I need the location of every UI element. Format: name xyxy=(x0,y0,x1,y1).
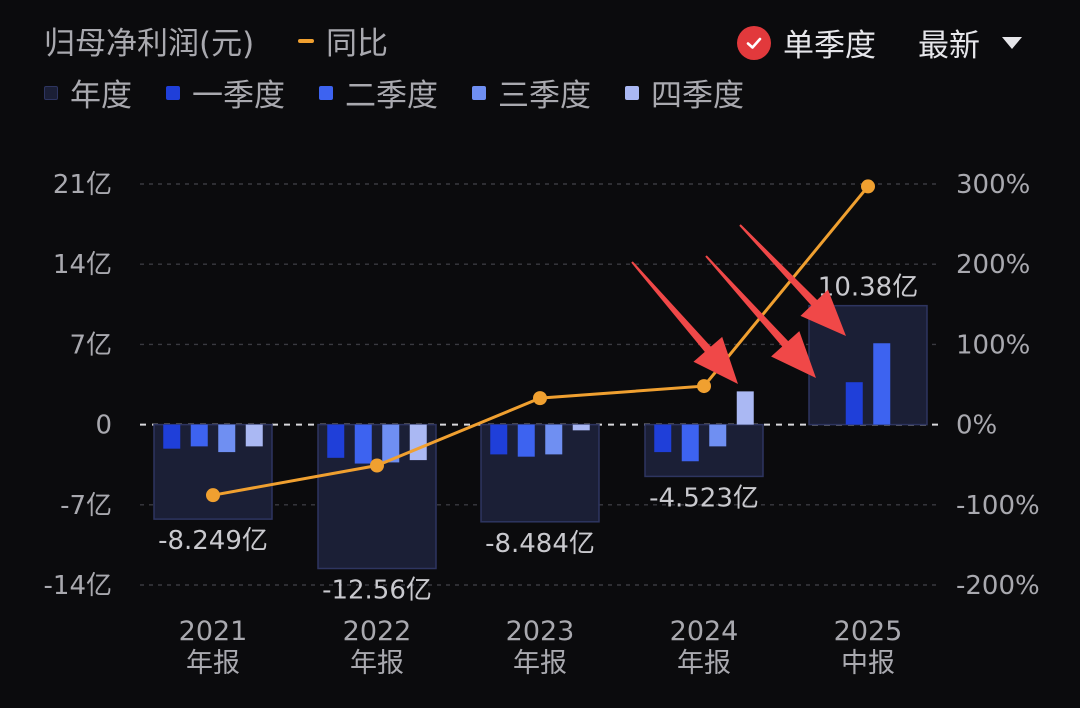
x-tick-label-year: 2023 xyxy=(506,616,575,647)
y-tick-label-right: 100% xyxy=(956,330,1030,360)
legend-swatch xyxy=(166,85,180,100)
y-tick-label-right: 0% xyxy=(956,411,997,441)
yoy-point xyxy=(533,391,547,406)
annual-value-label: -12.56亿 xyxy=(322,576,432,606)
x-tick-label-period: 年报 xyxy=(677,648,731,679)
annual-value-label: -8.249亿 xyxy=(158,526,268,556)
yoy-point xyxy=(861,179,875,194)
yoy-point xyxy=(370,458,384,473)
x-tick-label-period: 中报 xyxy=(841,648,895,679)
quarter-bar xyxy=(654,424,672,453)
quarter-bar xyxy=(218,424,236,453)
y-tick-label-left: 21亿 xyxy=(53,170,112,200)
yoy-legend: 同比 xyxy=(298,18,388,63)
caret-down-icon xyxy=(1002,36,1022,49)
x-tick-label-period: 年报 xyxy=(350,648,404,679)
quarter-bar xyxy=(163,424,181,449)
y-tick-label-right: -200% xyxy=(956,571,1040,601)
legend-swatch xyxy=(625,85,639,100)
quarter-bar xyxy=(245,424,263,447)
quarter-bar xyxy=(681,424,699,462)
legend-label: 三季度 xyxy=(498,78,591,114)
quarter-bar xyxy=(736,391,754,425)
chart-title: 归母净利润(元) xyxy=(44,26,255,62)
quarter-bar xyxy=(354,424,372,464)
quarter-bar xyxy=(190,424,208,447)
x-tick-label-period: 年报 xyxy=(513,648,567,679)
period-dropdown[interactable]: 最新 xyxy=(918,20,1022,65)
yoy-legend-label: 同比 xyxy=(326,26,388,62)
y-tick-label-left: 14亿 xyxy=(53,250,112,280)
quarter-bar xyxy=(845,382,863,425)
yoy-line-swatch xyxy=(298,38,314,43)
legend-item-q1[interactable]: 一季度 xyxy=(166,70,285,115)
yoy-point xyxy=(697,379,711,394)
annotation-arrow xyxy=(631,261,738,384)
legend-item-q2[interactable]: 二季度 xyxy=(319,70,438,115)
yoy-point xyxy=(206,488,220,503)
annual-value-label: -4.523亿 xyxy=(649,483,759,513)
quarter-bar xyxy=(382,424,400,463)
y-tick-label-right: -100% xyxy=(956,491,1040,521)
legend-label: 四季度 xyxy=(651,78,744,114)
annual-value-label: -8.484亿 xyxy=(485,529,595,559)
x-tick-label-year: 2024 xyxy=(670,616,739,647)
quarter-bar xyxy=(327,424,345,458)
quarter-bar xyxy=(709,424,727,447)
y-tick-label-left: -7亿 xyxy=(60,491,112,521)
series-legend: 年度 一季度 二季度 三季度 四季度 xyxy=(44,70,778,115)
annotation-arrow xyxy=(705,255,816,378)
annual-value-label: 10.38亿 xyxy=(818,273,918,303)
x-tick-label-year: 2021 xyxy=(179,616,248,647)
chart-header: 归母净利润(元) 同比 单季度 最新 年度 一季度 二季度 三季度 四季度 xyxy=(0,0,1080,130)
x-tick-label-year: 2022 xyxy=(343,616,412,647)
legend-label: 二季度 xyxy=(345,78,438,114)
legend-swatch xyxy=(472,85,486,100)
legend-swatch xyxy=(44,85,58,100)
x-tick-label-period: 年报 xyxy=(186,648,240,679)
check-icon xyxy=(737,25,771,60)
y-tick-label-left: -14亿 xyxy=(44,571,112,601)
quarter-bar xyxy=(490,424,508,455)
annotation-arrow xyxy=(739,224,846,336)
quarter-bar xyxy=(873,343,891,425)
legend-item-annual[interactable]: 年度 xyxy=(44,70,132,115)
legend-item-q3[interactable]: 三季度 xyxy=(472,70,591,115)
y-tick-label-right: 300% xyxy=(956,170,1030,200)
legend-label: 年度 xyxy=(70,78,132,114)
legend-label: 一季度 xyxy=(192,78,285,114)
single-quarter-label: 单季度 xyxy=(783,28,876,64)
y-tick-label-left: 7亿 xyxy=(69,330,112,360)
single-quarter-toggle[interactable]: 单季度 xyxy=(737,20,876,65)
x-tick-label-year: 2025 xyxy=(834,616,903,647)
quarter-bar xyxy=(409,424,427,461)
legend-item-q4[interactable]: 四季度 xyxy=(625,70,744,115)
y-tick-label-left: 0 xyxy=(95,411,112,441)
quarter-bar xyxy=(517,424,535,457)
quarter-bar xyxy=(545,424,563,455)
period-dropdown-label: 最新 xyxy=(918,28,980,64)
y-tick-label-right: 200% xyxy=(956,250,1030,280)
legend-swatch xyxy=(319,85,333,100)
quarter-bar xyxy=(572,424,590,431)
